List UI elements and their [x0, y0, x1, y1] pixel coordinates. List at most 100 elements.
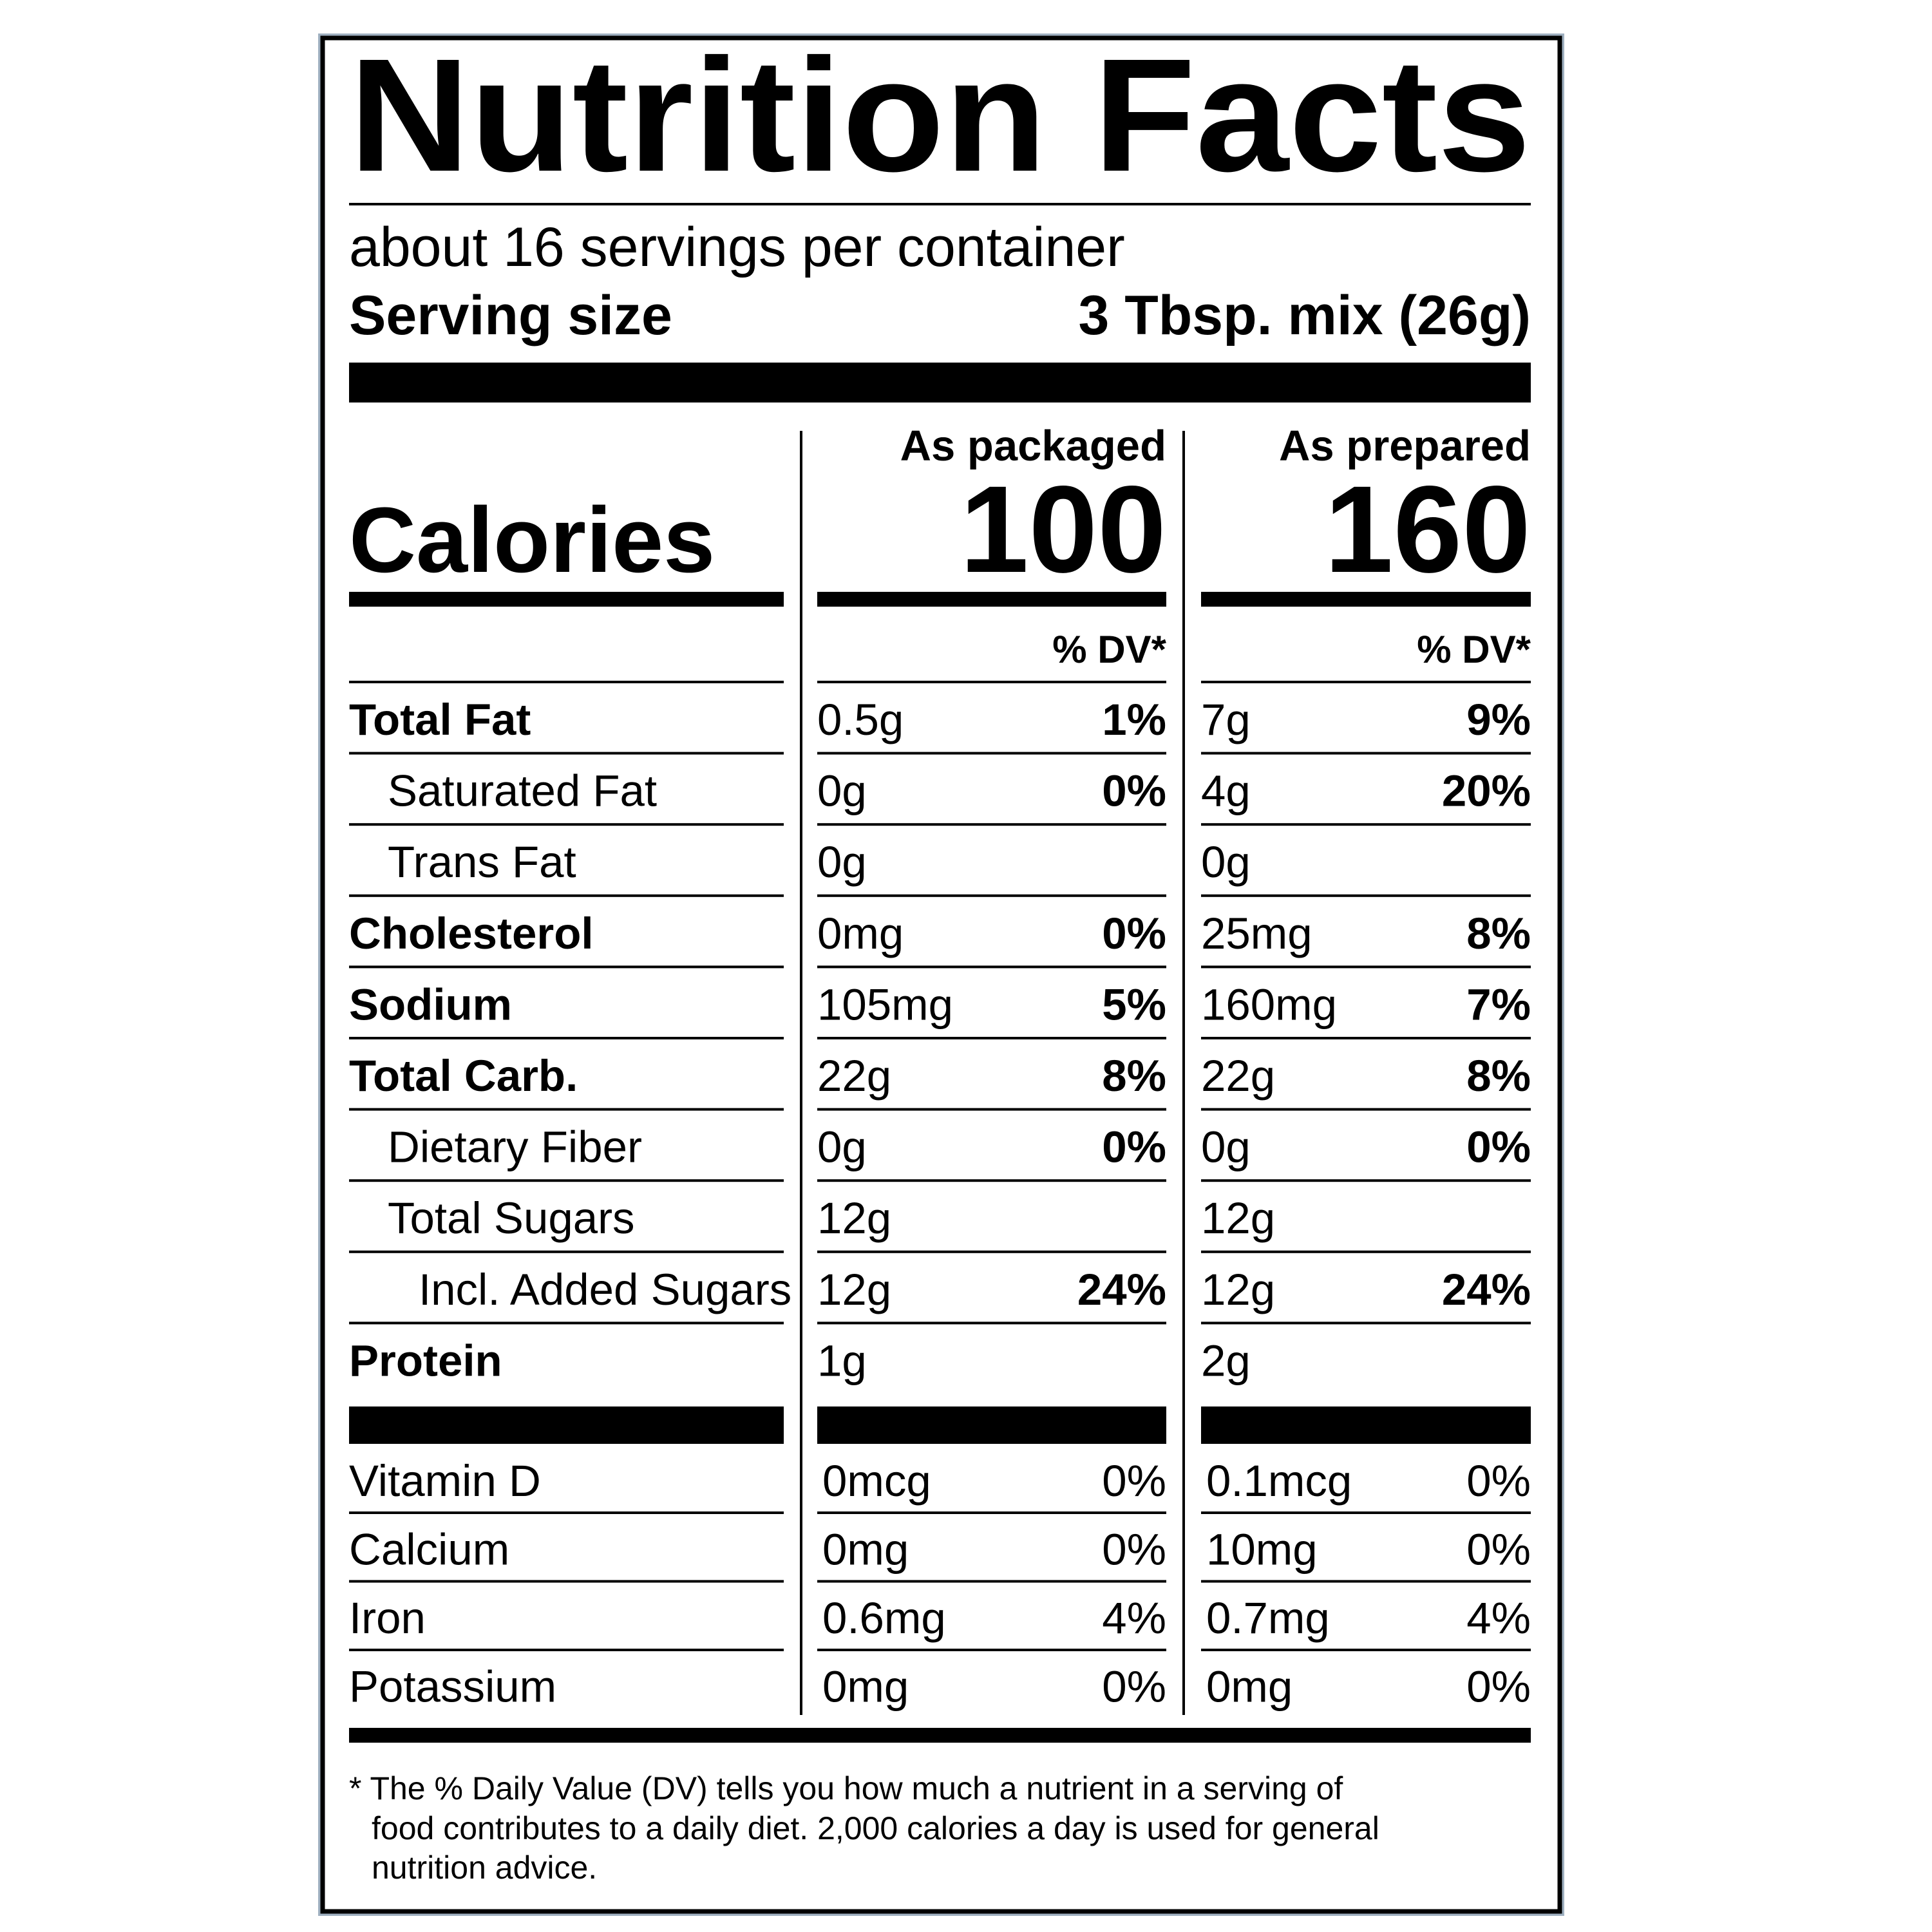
amount: 2g	[1201, 1336, 1251, 1385]
dv: 4%	[1466, 1593, 1531, 1643]
calories-value: 100	[960, 460, 1166, 598]
vitamin-name: Iron	[349, 1593, 426, 1643]
row-rule	[349, 823, 784, 826]
serving-size: 3 Tbsp. mix (26g)	[1079, 285, 1531, 346]
rule	[349, 203, 1531, 205]
thick-bar	[349, 1406, 784, 1444]
row-rule	[1201, 1321, 1531, 1325]
vitamin-name: Calcium	[349, 1525, 509, 1575]
dv: 0%	[1466, 1525, 1531, 1575]
amount: 105mg	[817, 980, 953, 1029]
row-rule	[1201, 1250, 1531, 1253]
amount: 12g	[1201, 1193, 1275, 1243]
amount: 25mg	[1201, 909, 1312, 958]
nutrient-name: Dietary Fiber	[388, 1122, 642, 1172]
dv: 8%	[1466, 1051, 1531, 1101]
calories-bar	[1201, 592, 1531, 607]
nutrient-name: Total Sugars	[388, 1193, 635, 1243]
dv-heading: % DV*	[1052, 628, 1166, 671]
dv: 4%	[1102, 1593, 1166, 1643]
amount: 22g	[1201, 1051, 1275, 1101]
row-rule	[817, 894, 1166, 897]
row-rule	[817, 752, 1166, 755]
dv-heading: % DV*	[1417, 628, 1531, 671]
thick-bar	[817, 1406, 1166, 1444]
amount: 0mg	[822, 1662, 909, 1712]
row-rule	[1201, 1037, 1531, 1039]
serving-size-label: Serving size	[349, 285, 672, 346]
row-rule	[349, 681, 784, 683]
row-rule	[349, 1108, 784, 1111]
row-rule	[1201, 1649, 1531, 1651]
border	[320, 35, 1562, 1914]
row-rule	[1201, 681, 1531, 683]
row-rule	[349, 1250, 784, 1253]
amount: 0g	[1201, 1122, 1251, 1172]
row-rule	[349, 752, 784, 755]
calories-bar	[817, 592, 1166, 607]
calories-label: Calories	[349, 488, 715, 592]
row-rule	[1201, 823, 1531, 826]
row-rule	[817, 823, 1166, 826]
row-rule	[1201, 965, 1531, 969]
column-heading: As prepared	[1279, 422, 1531, 470]
amount: 0g	[817, 837, 867, 887]
row-rule	[817, 1037, 1166, 1039]
servings: about 16 servings per container	[349, 216, 1125, 278]
row-rule	[349, 1511, 784, 1514]
amount: 0.6mg	[822, 1593, 946, 1643]
dv: 24%	[1442, 1265, 1531, 1314]
nutrient-name: Saturated Fat	[388, 766, 657, 816]
row-rule	[349, 1321, 784, 1325]
bottom-bar	[349, 1728, 1531, 1743]
calories-value: 160	[1325, 460, 1531, 598]
amount: 4g	[1201, 766, 1251, 816]
row-rule	[349, 1037, 784, 1039]
row-rule	[817, 1108, 1166, 1111]
nutrient-name: Incl. Added Sugars	[419, 1265, 791, 1314]
amount: 0mg	[822, 1525, 909, 1575]
amount: 0.7mg	[1206, 1593, 1330, 1643]
thick-bar	[349, 363, 1531, 402]
row-rule	[817, 1649, 1166, 1651]
row-rule	[1201, 894, 1531, 897]
vitamin-name: Potassium	[349, 1662, 556, 1712]
column-divider	[800, 431, 802, 1715]
calories-bar	[349, 592, 784, 607]
nutrient-name: Cholesterol	[349, 909, 594, 958]
row-rule	[349, 894, 784, 897]
vitamin-name: Vitamin D	[349, 1456, 541, 1506]
dv: 0%	[1466, 1456, 1531, 1506]
column-divider	[1182, 431, 1185, 1715]
title: Nutrition Facts	[349, 25, 1531, 205]
nutrient-name: Protein	[349, 1336, 502, 1385]
nutrient-name: Trans Fat	[388, 837, 576, 887]
amount: 0mg	[1206, 1662, 1293, 1712]
dv: 1%	[1102, 695, 1166, 744]
row-rule	[817, 1580, 1166, 1583]
amount: 12g	[817, 1265, 891, 1314]
dv: 0%	[1102, 909, 1166, 958]
dv: 5%	[1102, 980, 1166, 1029]
dv: 0%	[1102, 1122, 1166, 1172]
column-heading: As packaged	[900, 422, 1166, 470]
row-rule	[1201, 1580, 1531, 1583]
amount: 0mcg	[822, 1456, 931, 1506]
nutrient-name: Total Carb.	[349, 1051, 578, 1101]
row-rule	[817, 965, 1166, 969]
footnote-line: food contributes to a daily diet. 2,000 …	[372, 1810, 1379, 1846]
row-rule	[817, 681, 1166, 683]
amount: 12g	[817, 1193, 891, 1243]
dv: 9%	[1466, 695, 1531, 744]
amount: 7g	[1201, 695, 1251, 744]
row-rule	[1201, 1511, 1531, 1514]
dv: 0%	[1102, 766, 1166, 816]
amount: 0.1mcg	[1206, 1456, 1352, 1506]
amount: 0g	[1201, 837, 1251, 887]
footnote-line: nutrition advice.	[372, 1850, 597, 1886]
amount: 10mg	[1206, 1525, 1318, 1575]
dv: 20%	[1442, 766, 1531, 816]
dv: 24%	[1077, 1265, 1166, 1314]
row-rule	[1201, 1108, 1531, 1111]
footnote-line: * The % Daily Value (DV) tells you how m…	[349, 1770, 1343, 1806]
